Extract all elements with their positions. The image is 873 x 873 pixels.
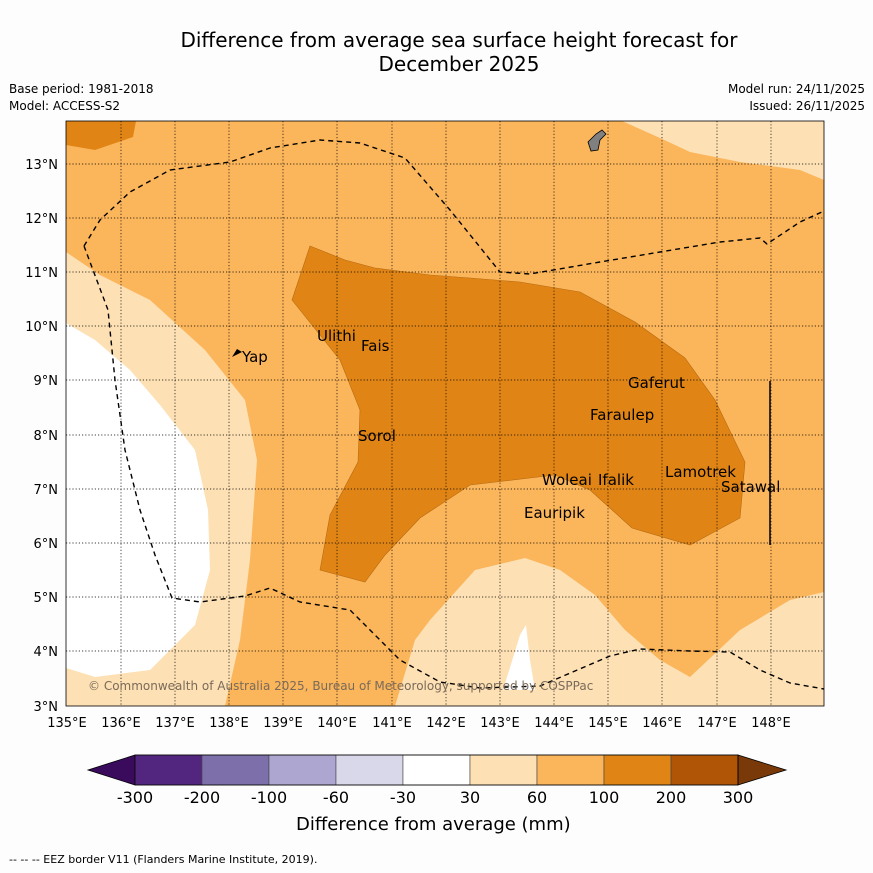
x-tick-label: 136°E bbox=[101, 716, 141, 731]
colorbar-tick-label: 100 bbox=[589, 788, 620, 807]
colorbar-tick-label: -60 bbox=[323, 788, 349, 807]
title-line-2: December 2025 bbox=[378, 52, 540, 76]
colorbar-tick-label: 300 bbox=[723, 788, 754, 807]
colorbar bbox=[86, 754, 788, 786]
place-sorol: Sorol bbox=[358, 427, 396, 445]
footnote: -- -- -- EEZ border V11 (Flanders Marine… bbox=[9, 853, 318, 866]
copyright-text: © Commonwealth of Australia 2025, Bureau… bbox=[88, 679, 593, 693]
colorbar-extend-low bbox=[86, 754, 136, 786]
x-tick-label: 135°E bbox=[47, 716, 87, 731]
meta-right: Model run: 24/11/2025 Issued: 26/11/2025 bbox=[728, 81, 865, 115]
y-tick-label: 11°N bbox=[25, 266, 58, 281]
colorbar-segment bbox=[402, 754, 471, 786]
colorbar-tick-labels: -300 -200 -100 -60 -30 30 60 100 200 300 bbox=[117, 788, 753, 807]
colorbar-segment bbox=[670, 754, 739, 786]
plot-frame bbox=[65, 120, 825, 707]
region-neutral-south bbox=[503, 625, 535, 690]
place-woleai: Woleai bbox=[542, 471, 592, 489]
x-tick-label: 141°E bbox=[372, 716, 412, 731]
place-lamotrek: Lamotrek bbox=[665, 463, 736, 481]
x-tick-label: 143°E bbox=[480, 716, 520, 731]
y-tick-label: 13°N bbox=[25, 158, 58, 173]
base-period: Base period: 1981-2018 bbox=[9, 82, 154, 96]
region-100-200-central bbox=[291, 245, 746, 583]
x-tick-label: 138°E bbox=[209, 716, 249, 731]
region-100-200-northwest bbox=[66, 121, 136, 150]
x-tick-label: 139°E bbox=[263, 716, 303, 731]
meta-left: Base period: 1981-2018 Model: ACCESS-S2 bbox=[9, 81, 154, 115]
y-tick-label: 8°N bbox=[34, 429, 59, 444]
y-tick-label: 9°N bbox=[34, 374, 59, 389]
y-tick-label: 4°N bbox=[34, 645, 59, 660]
x-tick-label: 146°E bbox=[642, 716, 682, 731]
colorbar-tick-label: -100 bbox=[251, 788, 287, 807]
x-tick-label: 142°E bbox=[426, 716, 466, 731]
place-eauripik: Eauripik bbox=[524, 504, 585, 522]
colorbar-tick-label: -30 bbox=[390, 788, 416, 807]
place-ifalik: Ifalik bbox=[598, 471, 634, 489]
colorbar-segment bbox=[536, 754, 605, 786]
x-tick-label: 147°E bbox=[697, 716, 737, 731]
x-tick-label: 137°E bbox=[155, 716, 195, 731]
place-satawal: Satawal bbox=[721, 478, 780, 496]
title-line-1: Difference from average sea surface heig… bbox=[180, 28, 738, 52]
place-faraulep: Faraulep bbox=[590, 406, 654, 424]
colorbar-tick-label: 30 bbox=[460, 788, 480, 807]
y-tick-label: 6°N bbox=[34, 537, 59, 552]
y-tick-label: 7°N bbox=[34, 483, 59, 498]
x-tick-label: 144°E bbox=[534, 716, 574, 731]
colorbar-tick-label: -200 bbox=[184, 788, 220, 807]
x-axis-labels: 135°E 136°E 137°E 138°E 139°E 140°E 141°… bbox=[47, 716, 791, 731]
model-name: Model: ACCESS-S2 bbox=[9, 99, 121, 113]
x-tick-label: 148°E bbox=[751, 716, 791, 731]
colorbar-tick-label: -300 bbox=[117, 788, 153, 807]
place-ulithi: Ulithi bbox=[317, 327, 356, 345]
place-gaferut: Gaferut bbox=[628, 374, 685, 392]
colorbar-segment bbox=[201, 754, 270, 786]
guam-island bbox=[587, 129, 607, 152]
model-run: Model run: 24/11/2025 bbox=[727, 82, 865, 96]
place-fais: Fais bbox=[361, 337, 390, 355]
colorbar-segment bbox=[469, 754, 538, 786]
colorbar-frame bbox=[134, 754, 739, 786]
y-axis-labels: 13°N 12°N 11°N 10°N 9°N 8°N 7°N 6°N 5°N … bbox=[25, 158, 58, 715]
x-tick-label: 145°E bbox=[588, 716, 628, 731]
colorbar-segment bbox=[603, 754, 672, 786]
gridlines bbox=[66, 121, 824, 706]
colorbar-segment bbox=[268, 754, 337, 786]
region-30-60-northeast bbox=[622, 121, 824, 180]
colorbar-tick-label: 60 bbox=[527, 788, 547, 807]
colorbar-extend-high bbox=[737, 754, 788, 786]
colorbar-title: Difference from average (mm) bbox=[296, 814, 571, 835]
issued-date: Issued: 26/11/2025 bbox=[749, 99, 865, 113]
eez-border bbox=[83, 139, 824, 690]
chart-title: Difference from average sea surface heig… bbox=[0, 28, 873, 76]
place-yap: Yap bbox=[241, 348, 268, 366]
y-tick-label: 3°N bbox=[34, 700, 59, 715]
map-plot-area bbox=[66, 121, 824, 706]
yap-island-shape bbox=[232, 349, 242, 357]
y-tick-label: 10°N bbox=[25, 320, 58, 335]
colorbar-segment bbox=[335, 754, 404, 786]
y-tick-label: 5°N bbox=[34, 591, 59, 606]
place-labels: Yap Ulithi Fais Sorol Gaferut Faraulep W… bbox=[241, 327, 780, 522]
y-tick-label: 12°N bbox=[25, 212, 58, 227]
x-tick-label: 140°E bbox=[317, 716, 357, 731]
colorbar-segment bbox=[134, 754, 203, 786]
colorbar-tick-label: 200 bbox=[656, 788, 687, 807]
